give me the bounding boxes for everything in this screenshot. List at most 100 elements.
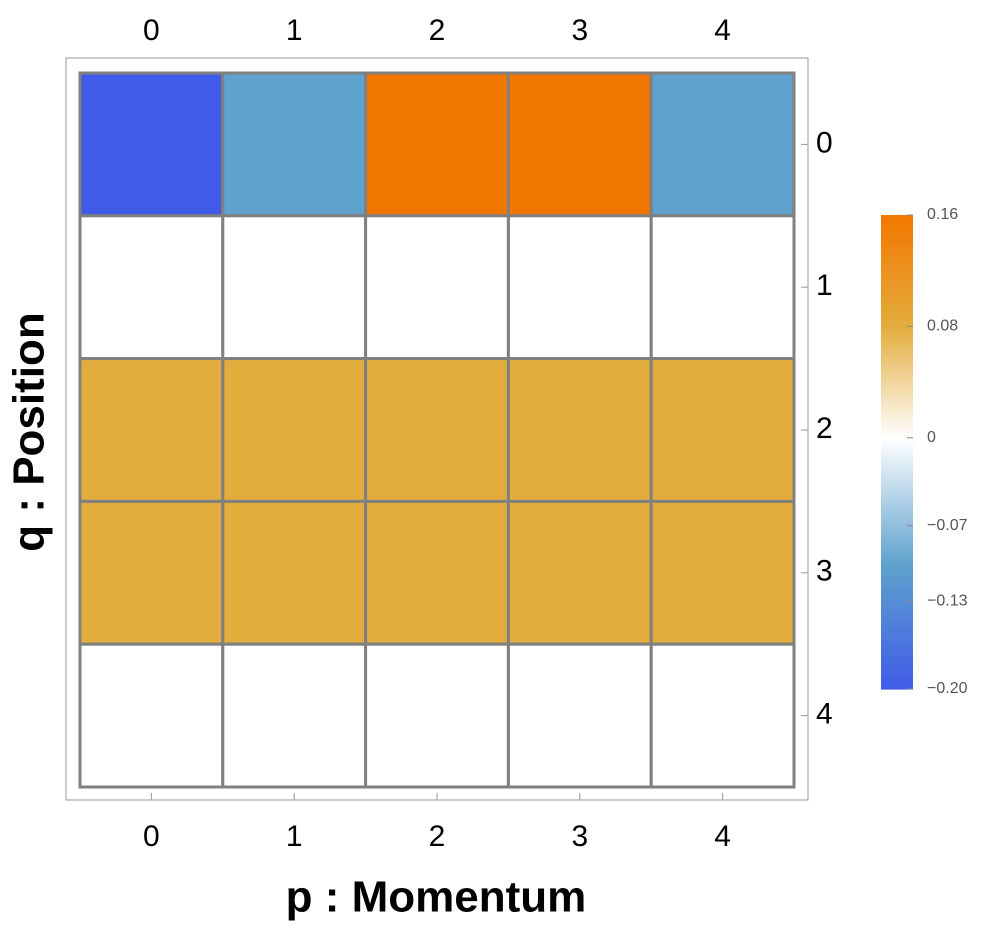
colorbar-segment — [881, 572, 913, 577]
colorbar-segment — [881, 336, 913, 341]
colorbar-segment — [881, 377, 913, 383]
heatmap-cell — [649, 499, 796, 646]
colorbar-segment — [881, 613, 913, 619]
colorbar-segment — [881, 557, 913, 562]
x-tick-label: 0 — [143, 820, 160, 853]
heatmap-cell — [364, 214, 510, 361]
colorbar-segment — [881, 248, 913, 254]
colorbar-segment — [881, 390, 913, 396]
heatmap-cell — [649, 642, 796, 789]
colorbar-segment — [881, 583, 913, 588]
heatmap-cell — [364, 642, 510, 789]
x-tick-label-top: 2 — [429, 14, 446, 47]
colorbar-segment — [881, 244, 913, 250]
colorbar-segment — [881, 485, 913, 490]
colorbar-segment — [881, 643, 913, 649]
heatmap-cell — [78, 642, 225, 789]
colorbar-segment — [881, 621, 913, 626]
colorbar-segment — [881, 260, 913, 266]
heatmap-cell — [364, 71, 510, 218]
colorbar-tick-label: 0.16 — [927, 206, 958, 223]
colorbar-segment — [881, 235, 913, 241]
colorbar-segment — [881, 302, 913, 308]
colorbar-segment — [881, 348, 913, 354]
colorbar-segment — [881, 440, 913, 445]
colorbar-segment — [881, 538, 913, 543]
colorbar-segment — [881, 369, 913, 375]
colorbar-segment — [881, 666, 913, 671]
colorbar-segment — [881, 685, 913, 690]
colorbar-segment — [881, 496, 913, 502]
colorbar-segment — [881, 386, 913, 392]
colorbar-segment — [881, 489, 913, 494]
colorbar-segment — [881, 281, 913, 287]
y-tick-label: 2 — [816, 412, 833, 445]
colorbar-segment — [881, 256, 913, 262]
colorbar-segment — [881, 352, 913, 358]
heatmap-cell — [649, 71, 796, 218]
heatmap-cell — [506, 214, 653, 361]
colorbar-segment — [881, 432, 913, 437]
colorbar-segment — [881, 327, 913, 333]
colorbar-segment — [881, 534, 913, 539]
colorbar-segment — [881, 624, 913, 630]
colorbar-tick-label: −0.13 — [927, 592, 968, 609]
colorbar-segment — [881, 252, 913, 258]
colorbar-segment — [881, 477, 913, 483]
heatmap-cell — [78, 214, 225, 361]
colorbar-segment — [881, 436, 913, 441]
colorbar-segment — [881, 670, 913, 675]
colorbar-segment — [881, 493, 913, 498]
colorbar-segment — [881, 462, 913, 468]
x-tick-label-top: 3 — [571, 14, 588, 47]
colorbar-segment — [881, 523, 913, 528]
colorbar-segment — [881, 411, 913, 417]
heatmap-cell — [649, 214, 796, 361]
colorbar-segment — [881, 331, 913, 337]
x-tick-label: 3 — [571, 820, 588, 853]
colorbar-segment — [881, 500, 913, 505]
heatmap-cell — [649, 357, 796, 503]
heatmap-cell — [364, 357, 510, 503]
colorbar-segment — [881, 591, 913, 596]
colorbar-segment — [881, 219, 913, 224]
colorbar-segment — [881, 662, 913, 667]
colorbar-segment — [881, 290, 913, 295]
colorbar-segment — [881, 515, 913, 521]
colorbar-segment — [881, 306, 913, 312]
colorbar-segment — [881, 215, 913, 220]
colorbar-segment — [881, 579, 913, 585]
colorbar-segment — [881, 553, 913, 558]
colorbar-segment — [881, 651, 913, 656]
heatmap-cell — [506, 642, 653, 789]
colorbar-segment — [881, 545, 913, 551]
x-tick-label: 1 — [286, 820, 303, 853]
colorbar-segment — [881, 542, 913, 547]
colorbar-segment — [881, 415, 913, 421]
colorbar-segment — [881, 286, 913, 291]
heatmap-cell — [78, 71, 225, 218]
y-tick-label: 1 — [816, 269, 833, 302]
colorbar-segment — [881, 265, 913, 270]
colorbar-segment — [881, 511, 913, 517]
colorbar-segment — [881, 294, 913, 300]
colorbar-segment — [881, 617, 913, 622]
colorbar-segment — [881, 658, 913, 664]
colorbar-segment — [881, 470, 913, 475]
colorbar-segment — [881, 382, 913, 387]
colorbar-segment — [881, 481, 913, 487]
colorbar-segment — [881, 455, 913, 460]
colorbar-segment — [881, 466, 913, 472]
colorbar-segment — [881, 344, 913, 350]
colorbar-segment — [881, 231, 913, 237]
heatmap-cell — [221, 214, 368, 361]
colorbar-segment — [881, 526, 913, 532]
y-axis-title: q : Position — [5, 312, 54, 552]
colorbar-segment — [881, 602, 913, 607]
x-tick-label: 4 — [714, 820, 731, 853]
colorbar-segment — [881, 340, 913, 346]
colorbar-segment — [881, 560, 913, 566]
y-tick-label: 3 — [816, 555, 833, 588]
heatmap-cell — [364, 499, 510, 646]
colorbar-segment — [881, 319, 913, 325]
